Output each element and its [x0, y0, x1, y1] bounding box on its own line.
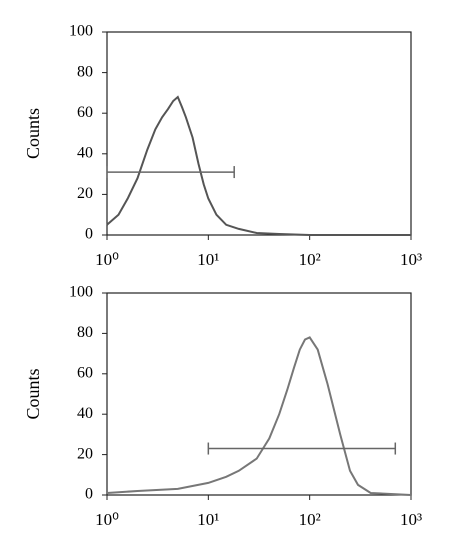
x-tick-label: 10²: [299, 510, 321, 529]
x-tick-label: 10⁰: [95, 510, 119, 529]
x-tick-label: 10¹: [197, 250, 219, 269]
x-tick-label: 10³: [400, 510, 422, 529]
x-tick-label: 10⁰: [95, 250, 119, 269]
plot-frame: [106, 31, 412, 236]
x-tick-label: 10³: [400, 250, 422, 269]
y-tick-label: 60: [77, 104, 93, 121]
x-tick-label: 10²: [299, 250, 321, 269]
y-tick-label: 40: [77, 405, 93, 422]
y-tick-label: 0: [85, 486, 93, 503]
y-tick-label: 100: [69, 23, 93, 40]
y-tick-label: 60: [77, 364, 93, 381]
y-axis-label: Counts: [23, 368, 43, 419]
y-tick-label: 20: [77, 445, 93, 462]
y-tick-label: 0: [85, 226, 93, 243]
y-tick-label: 100: [69, 284, 93, 301]
plot-frame: [106, 292, 412, 496]
y-tick-label: 80: [77, 324, 93, 341]
y-axis-label: Counts: [23, 108, 43, 159]
y-tick-label: 80: [77, 63, 93, 80]
histogram-line: [106, 336, 412, 496]
y-tick-label: 20: [77, 185, 93, 202]
histogram-line: [106, 95, 411, 236]
x-tick-label: 10¹: [197, 510, 219, 529]
y-tick-label: 40: [77, 144, 93, 161]
